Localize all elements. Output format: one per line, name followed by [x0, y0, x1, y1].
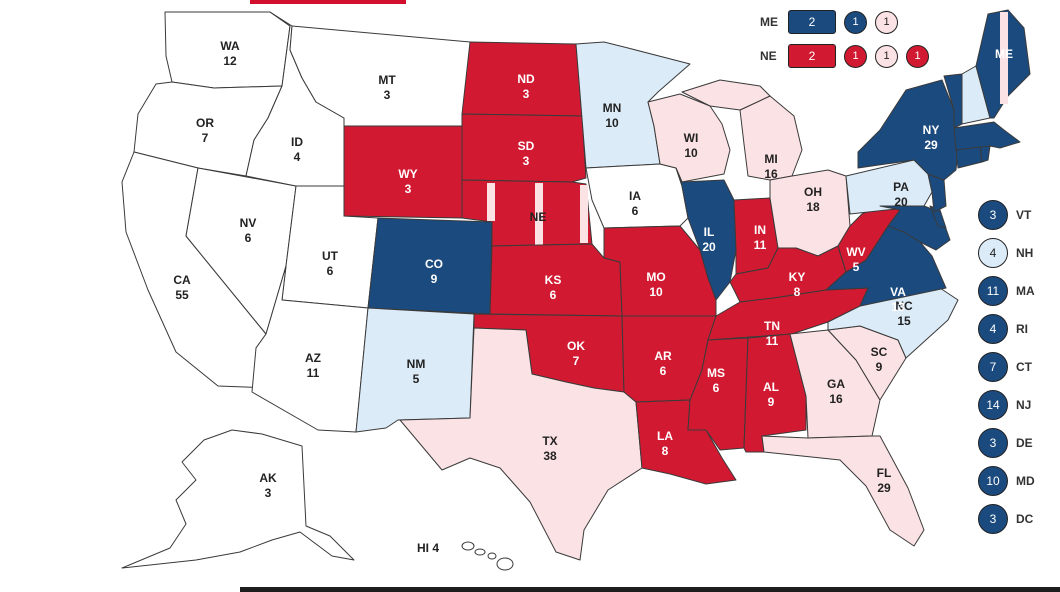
state-label-fl: FL 29 — [877, 466, 892, 495]
state-label-va: VA 13 — [890, 285, 906, 314]
state-label-il: IL 20 — [702, 225, 716, 254]
small-state-ct[interactable]: 7 CT — [978, 352, 1032, 382]
small-state-vt[interactable]: 3 VT — [978, 200, 1031, 230]
state-label-mt: MT 3 — [378, 73, 396, 102]
state-label-or: OR 7 — [196, 116, 214, 145]
small-state-dc[interactable]: 3 DC — [978, 504, 1033, 534]
me-split-row: ME 2 1 1 — [760, 10, 898, 34]
state-label-mi: MI 16 — [764, 152, 778, 181]
state-label-ak: AK 3 — [259, 471, 277, 500]
state-label-al: AL 9 — [763, 380, 779, 409]
small-state-ma[interactable]: 11 MA — [978, 276, 1035, 306]
state-ak[interactable] — [121, 429, 355, 569]
state-ri[interactable] — [979, 145, 991, 163]
state-label-ny: NY 29 — [923, 123, 940, 152]
state-label-ne: NE — [530, 210, 547, 224]
ne-split-row: NE 2 1 1 1 — [760, 44, 929, 68]
ne-stripe-3 — [580, 185, 588, 243]
state-label-ms: MS 6 — [707, 366, 725, 395]
state-label-az: AZ 11 — [305, 351, 321, 380]
ne-district-3[interactable]: 1 — [906, 44, 929, 68]
state-label-hi: HI 4 — [417, 541, 439, 555]
state-label-ga: GA 16 — [827, 377, 845, 406]
state-label-wi: WI 10 — [684, 131, 699, 160]
state-tx[interactable] — [399, 327, 643, 561]
ne-district-1[interactable]: 1 — [844, 44, 867, 68]
state-label-oh: OH 18 — [804, 185, 822, 214]
bottom-bar — [240, 587, 1060, 592]
small-state-ri[interactable]: 4 RI — [978, 314, 1028, 344]
top-accent-bar — [250, 0, 406, 4]
small-state-nj[interactable]: 14 NJ — [978, 390, 1031, 420]
state-ma[interactable] — [953, 121, 1021, 151]
state-label-wa: WA 12 — [220, 39, 240, 68]
me-district-1[interactable]: 1 — [844, 10, 867, 34]
ne-at-large[interactable]: 2 — [788, 44, 836, 68]
state-label-tx: TX 38 — [542, 434, 557, 463]
state-label-pa: PA 20 — [893, 180, 909, 209]
state-label-ok: OK 7 — [567, 339, 585, 368]
small-state-de[interactable]: 3 DE — [978, 428, 1033, 458]
me-at-large[interactable]: 2 — [788, 10, 836, 34]
state-hi[interactable] — [461, 541, 514, 571]
state-vt[interactable] — [943, 73, 963, 129]
state-label-in: IN 11 — [754, 223, 767, 252]
state-label-nv: NV 6 — [240, 216, 257, 245]
state-label-wy: WY 3 — [398, 167, 417, 196]
state-mo[interactable] — [603, 225, 717, 317]
state-label-nc: NC 15 — [895, 299, 913, 328]
small-state-nh[interactable]: 4 NH — [978, 238, 1033, 268]
state-mi-up[interactable] — [681, 79, 771, 111]
state-label-ut: UT 6 — [322, 249, 339, 278]
state-nc[interactable] — [827, 287, 959, 359]
state-label-sd: SD 3 — [518, 139, 535, 168]
state-label-ca: CA 55 — [173, 273, 191, 302]
state-sd[interactable] — [461, 113, 587, 183]
me-district-2[interactable]: 1 — [875, 10, 898, 34]
state-wi[interactable] — [647, 93, 731, 183]
me-split-label: ME — [760, 15, 778, 29]
state-label-nd: ND 3 — [517, 72, 535, 101]
state-label-mn: MN 10 — [603, 101, 622, 130]
state-label-mo: MO 10 — [646, 270, 665, 299]
small-state-md[interactable]: 10 MD — [978, 466, 1035, 496]
state-label-ks: KS 6 — [545, 273, 562, 302]
state-il[interactable] — [675, 167, 737, 301]
state-label-nm: NM 5 — [407, 357, 426, 386]
ne-stripe-2 — [535, 183, 543, 245]
ne-split-label: NE — [760, 49, 777, 63]
state-label-ky: KY 8 — [789, 270, 806, 299]
state-label-la: LA 8 — [657, 429, 673, 458]
me-stripe — [1000, 12, 1008, 104]
ne-stripe-1 — [487, 183, 495, 221]
state-fl[interactable] — [761, 435, 925, 547]
state-label-tn: TN 11 — [764, 319, 780, 348]
state-label-sc: SC 9 — [871, 345, 888, 374]
state-label-ia: IA 6 — [629, 189, 641, 218]
state-label-co: CO 9 — [425, 257, 443, 286]
state-label-me: ME — [995, 47, 1013, 61]
ne-district-2[interactable]: 1 — [875, 44, 898, 68]
state-label-ar: AR 6 — [654, 349, 672, 378]
state-label-id: ID 4 — [291, 135, 303, 164]
state-labels: WA 12 OR 7 CA 55 NV 6 ID 4 MT 3 UT 6 AZ 11 WY 3 CO 9 NM 5 ND 3 S… — [173, 39, 1013, 555]
state-label-wv: WV 5 — [846, 245, 865, 274]
